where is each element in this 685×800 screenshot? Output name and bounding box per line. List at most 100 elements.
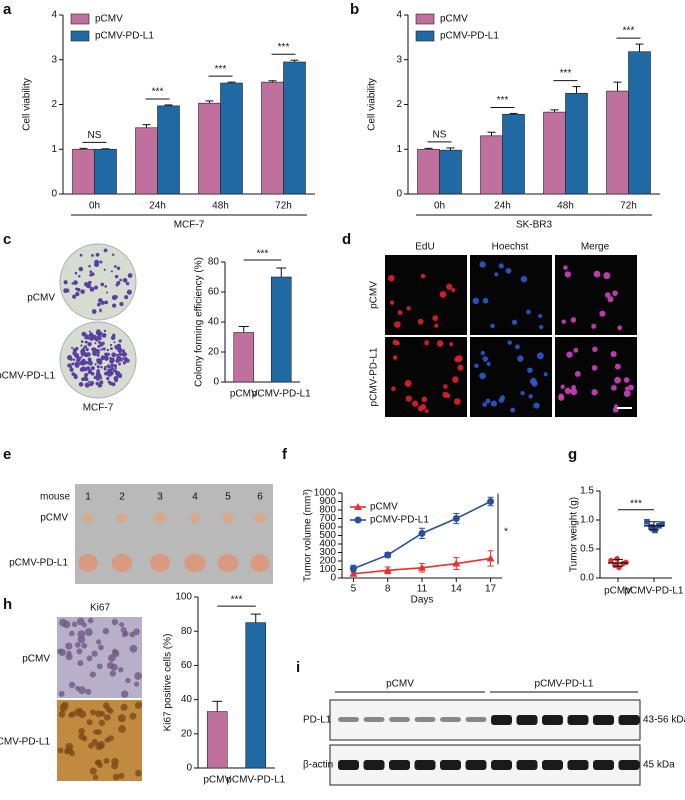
significance-label: *** [231, 595, 243, 606]
point [614, 556, 620, 562]
cell [75, 685, 81, 691]
nucleus [479, 261, 486, 268]
micrograph [555, 255, 637, 335]
bar [543, 111, 566, 195]
nucleus [517, 355, 524, 362]
tumor [184, 554, 206, 572]
tumor [82, 513, 94, 523]
y-tick-label: 2 [396, 99, 402, 110]
colony [100, 282, 105, 287]
nucleus [561, 319, 566, 324]
colony [104, 356, 109, 361]
colony [117, 347, 123, 353]
bar [628, 51, 651, 195]
x-tick-label: pCMV-PD-L1 [226, 775, 285, 786]
significance-label: *** [497, 95, 509, 106]
column-header: mouse [40, 492, 70, 503]
colony [97, 383, 102, 388]
nucleus [614, 376, 621, 384]
y-tick-label: 1.5 [580, 486, 594, 497]
colony [116, 266, 121, 270]
cell [108, 654, 116, 662]
tumor [222, 513, 234, 523]
nucleus [446, 283, 453, 290]
y-tick-label: 40 [181, 694, 193, 705]
cell [129, 712, 137, 720]
colony [125, 358, 130, 363]
colony [83, 332, 87, 336]
error-bar [572, 86, 581, 94]
bar [417, 148, 440, 195]
nucleus [479, 372, 486, 380]
colony [119, 302, 124, 307]
colony [83, 376, 87, 379]
colony [89, 332, 94, 337]
nucleus [442, 391, 449, 398]
colony [89, 273, 93, 277]
colony [103, 329, 107, 333]
y-tick-label: 0 [213, 377, 219, 388]
nucleus [531, 380, 538, 387]
colony [91, 309, 97, 314]
colony [99, 260, 103, 264]
colony [95, 252, 100, 257]
colony [101, 333, 107, 338]
mouse-number: 6 [257, 492, 263, 503]
mouse-number: 2 [119, 492, 125, 503]
cell [104, 737, 110, 743]
colony [83, 282, 89, 287]
cell [81, 642, 88, 649]
nucleus [612, 290, 618, 297]
colony [79, 360, 85, 366]
cell [59, 703, 68, 712]
nucleus [505, 267, 512, 274]
cell [69, 711, 76, 718]
y-tick-label: 1 [51, 144, 57, 155]
y-tick-label: 3 [51, 54, 57, 65]
cell [133, 628, 140, 636]
y-axis-label: Ki67 positive cells (%) [163, 634, 174, 732]
band [389, 717, 410, 722]
colony [97, 373, 102, 377]
colony [98, 298, 103, 303]
nucleus [571, 385, 577, 390]
colony [97, 344, 101, 348]
x-tick-label: 0h [89, 201, 100, 212]
legend-swatch [415, 13, 435, 25]
bar [480, 135, 503, 195]
colony [89, 286, 95, 292]
band [542, 715, 563, 725]
nucleus [394, 321, 401, 328]
colony [84, 345, 88, 349]
cell [74, 642, 81, 648]
colony [109, 343, 113, 347]
tumor [253, 513, 267, 523]
cell [91, 650, 98, 657]
colony [94, 342, 97, 345]
legend-swatch [70, 30, 90, 42]
nucleus [570, 317, 577, 323]
size-label: 43-56 kDa [643, 715, 685, 726]
colony [88, 330, 91, 333]
colony [89, 270, 93, 274]
error-bar [509, 112, 518, 115]
nucleus [573, 347, 579, 353]
cell [71, 621, 78, 628]
colony [76, 356, 82, 362]
x-tick-label: 8 [385, 584, 391, 595]
y-tick-label: 1 [396, 144, 402, 155]
nucleus [498, 397, 505, 403]
cell [84, 628, 93, 637]
colony [76, 287, 81, 292]
band [491, 715, 512, 725]
nucleus [395, 340, 400, 346]
marker [383, 566, 392, 574]
legend-swatch [415, 30, 435, 42]
colony [110, 347, 113, 351]
colony [88, 264, 91, 268]
band [338, 760, 359, 770]
band [593, 715, 614, 725]
cell [117, 714, 126, 723]
nucleus [474, 363, 479, 369]
